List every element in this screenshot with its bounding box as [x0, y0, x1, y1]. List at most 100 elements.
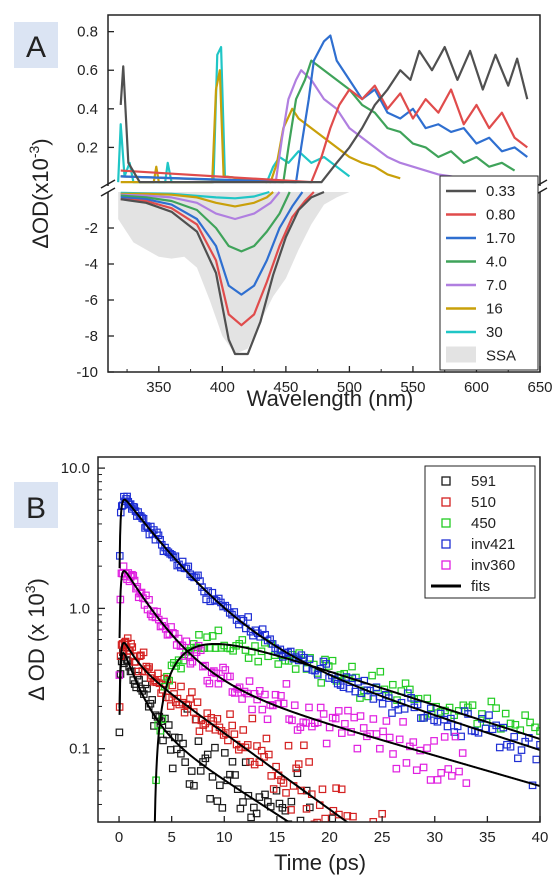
point-inv360 — [334, 707, 343, 715]
point-510 — [135, 652, 144, 661]
point-591 — [287, 797, 296, 806]
point-591 — [206, 794, 214, 803]
y-tick-label-b-2: 0.1 — [69, 741, 90, 758]
point-450 — [238, 636, 247, 644]
point-450 — [478, 710, 486, 718]
point-510 — [302, 805, 311, 813]
y-tick-label-b-1: 1.0 — [69, 600, 90, 617]
legend-a-label-0_80: 0.80 — [486, 207, 515, 224]
point-inv360 — [399, 718, 407, 726]
point-inv360 — [451, 732, 460, 741]
ssa-area — [118, 192, 350, 354]
point-inv360 — [389, 750, 397, 758]
legend-a-label-7_0: 7.0 — [486, 277, 507, 294]
point-591 — [239, 798, 247, 806]
x-tick-label-a-6: 650 — [527, 379, 552, 396]
point-591 — [164, 721, 173, 729]
legend-b-swatch-inv421 — [441, 539, 451, 549]
panel-b-label-box — [14, 482, 58, 528]
point-inv360 — [316, 703, 325, 712]
point-inv421 — [131, 507, 140, 515]
point-510 — [248, 714, 257, 723]
point-450 — [459, 701, 468, 710]
y-tick-label-lower-2: -6 — [85, 292, 98, 309]
point-inv360 — [402, 759, 411, 767]
point-inv360 — [271, 690, 280, 699]
point-450 — [401, 679, 410, 688]
point-591 — [143, 684, 151, 693]
point-inv360 — [226, 672, 234, 681]
point-591 — [236, 804, 245, 813]
point-inv421 — [249, 631, 257, 640]
point-450 — [244, 654, 253, 662]
point-inv360 — [455, 767, 463, 776]
point-inv360 — [338, 729, 346, 737]
point-inv421 — [495, 743, 504, 752]
point-450 — [511, 720, 520, 729]
point-inv421 — [517, 746, 526, 754]
legend-b-label-inv360: inv360 — [471, 557, 515, 574]
point-inv421 — [378, 699, 387, 708]
point-450 — [468, 701, 477, 709]
point-450 — [208, 632, 217, 640]
point-510 — [287, 806, 295, 814]
legend-b-label-591: 591 — [471, 473, 496, 490]
point-inv421 — [388, 709, 396, 717]
legend-a-label-30: 30 — [486, 324, 503, 341]
point-450 — [274, 660, 283, 668]
point-510 — [349, 812, 357, 821]
point-510 — [188, 688, 196, 696]
x-tick-label-a-1: 400 — [210, 379, 235, 396]
point-inv421 — [532, 755, 540, 764]
y-tick-label-upper-1: 0.4 — [77, 101, 98, 118]
y-tick-label-lower-3: -8 — [85, 328, 98, 345]
x-tick-label-b-8: 40 — [532, 829, 549, 846]
point-510 — [253, 742, 261, 750]
point-510 — [305, 758, 313, 766]
point-inv360 — [219, 663, 227, 672]
point-inv421 — [123, 492, 131, 501]
point-inv360 — [350, 713, 359, 722]
legend-a — [439, 175, 539, 371]
legend-b-swatch-510 — [441, 497, 451, 507]
point-inv360 — [221, 666, 230, 674]
point-inv421 — [413, 700, 422, 709]
y-tick-label-lower-1: -4 — [85, 256, 98, 273]
point-510 — [177, 682, 185, 691]
point-591 — [179, 739, 187, 748]
point-inv360 — [201, 661, 209, 670]
point-591 — [190, 781, 198, 790]
point-inv421 — [322, 660, 331, 668]
point-inv360 — [178, 641, 187, 650]
point-510 — [195, 727, 204, 736]
point-591 — [115, 728, 124, 737]
point-510 — [139, 648, 148, 657]
point-450 — [348, 662, 356, 671]
point-inv360 — [369, 715, 378, 723]
legend-b-label-450: 450 — [471, 515, 496, 532]
point-inv360 — [448, 772, 456, 780]
x-tick-label-a-3: 500 — [337, 379, 362, 396]
point-inv360 — [376, 744, 384, 753]
y-tick-label-upper-0: 0.2 — [77, 139, 98, 156]
point-591 — [261, 790, 269, 799]
point-inv360 — [419, 763, 428, 772]
point-inv360 — [279, 699, 288, 708]
point-450 — [174, 656, 183, 664]
point-inv360 — [258, 705, 267, 714]
legend-b-label-510: 510 — [471, 494, 496, 511]
point-450 — [423, 694, 432, 703]
legend-a-label-0_33: 0.33 — [486, 183, 515, 200]
x-tick-label-b-6: 30 — [426, 829, 443, 846]
x-tick-label-a-5: 600 — [464, 379, 489, 396]
point-inv360 — [437, 769, 445, 777]
x-tick-label-a-4: 550 — [400, 379, 425, 396]
panel-a: A 350 400 450 500 550 600 650 -2 -4 -6 -8 -10 0.2 0.4 0… — [14, 14, 553, 411]
series-30-positive — [117, 45, 351, 184]
point-510 — [332, 784, 340, 792]
point-591 — [211, 743, 219, 752]
point-inv360 — [230, 689, 239, 697]
point-591 — [194, 737, 203, 745]
y-tick-label-upper-3: 0.8 — [77, 24, 98, 41]
point-510 — [213, 715, 222, 723]
